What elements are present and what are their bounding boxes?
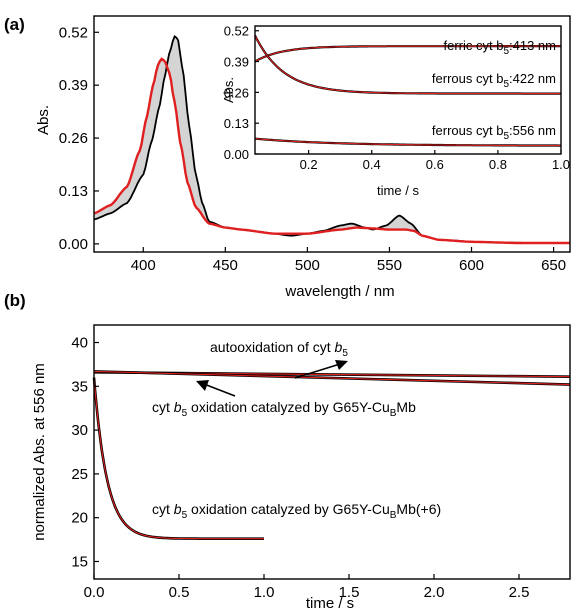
inset-xtick-label-0: 0.2	[300, 157, 318, 172]
arrow-catalyzed-line	[203, 383, 236, 397]
panel-a-ytick-label-1: 0.13	[59, 183, 88, 200]
panel-a-ytick-label-4: 0.52	[59, 24, 88, 41]
annotation-catalyzed-cubmb: cyt b5 oxidation catalyzed by G65Y-CuBMb	[152, 399, 416, 419]
inset-ytick-label-0: 0.00	[224, 147, 249, 162]
panel-b-xtick-label-1: 0.5	[169, 584, 190, 601]
arrow-catalyzed-head	[196, 380, 209, 391]
panel-b-ticks: 0.0 0.5 1.0 1.5 2.0 2.5 15 20 25 30 35 40	[71, 335, 529, 601]
inset-frame	[254, 25, 562, 155]
panel-a-ticks: 400 450 500 550 600 650 0.00 0.13 0.26 0.39 0.52	[59, 24, 566, 274]
panel-b-ylabel: normalized Abs. at 556 nm	[31, 363, 48, 541]
inset-label-ferrous-422: ferrous cyt b5:422 nm	[432, 71, 556, 90]
panel-a-frame	[93, 15, 571, 253]
panel-b-frame	[93, 324, 571, 580]
panel-a-ytick-label-2: 0.26	[59, 130, 88, 147]
inset-ylabel: Abs.	[221, 77, 236, 103]
annotation-catalyzed-cubmb-plus6: cyt b5 oxidation catalyzed by G65Y-CuBMb…	[152, 501, 441, 521]
panel-a-xtick-label-4: 600	[459, 257, 484, 274]
panel-b-series-fit-2	[93, 377, 264, 540]
panel-a-xlabel: wavelength / nm	[284, 283, 394, 300]
panel-a-ytick-label-0: 0.00	[59, 236, 88, 253]
panel-b-series	[92, 370, 571, 540]
panel-a-plot: 400 450 500 550 600 650 0.00 0.13 0.26 0.39 0.52	[59, 15, 571, 274]
panel-b-plot: 0.0 0.5 1.0 1.5 2.0 2.5 15 20 25 30 35 40	[71, 324, 571, 601]
inset-series-fit-1	[254, 35, 561, 95]
panel-b-xtick-label-3: 1.5	[339, 584, 360, 601]
panel-a-ytick-label-3: 0.39	[59, 77, 88, 94]
panel-b-xlabel: time / s	[306, 595, 354, 612]
panel-b-xtick-label-5: 2.5	[509, 584, 530, 601]
inset-xtick-label-1: 0.4	[363, 157, 381, 172]
panel-b-ytick-label-0: 15	[71, 553, 88, 570]
panel-b-xtick-label-4: 2.0	[424, 584, 445, 601]
panel-a-xtick-label-0: 400	[131, 257, 156, 274]
panel-b-ytick-label-2: 25	[71, 466, 88, 483]
inset-plot: 0.2 0.4 0.6 0.8 1.0 0.00 0.13 0.26 0.39 0.52	[224, 24, 570, 172]
inset-xtick-label-3: 0.8	[489, 157, 507, 172]
inset-label-ferrous-556: ferrous cyt b5:556 nm	[432, 123, 556, 142]
panel-a-xtick-label-5: 650	[541, 257, 566, 274]
panel-b-ytick-label-3: 30	[71, 422, 88, 439]
inset-ticks: 0.2 0.4 0.6 0.8 1.0 0.00 0.13 0.26 0.39 0.52	[224, 24, 570, 172]
panel-b-xtick-label-0: 0.0	[84, 584, 105, 601]
panel-a-label: (a)	[4, 15, 25, 34]
panel-b-series-fit-1	[93, 370, 571, 386]
panel-a-ylabel: Abs.	[35, 105, 52, 135]
inset-ytick-label-1: 0.13	[224, 116, 249, 131]
inset-series-fit-0	[254, 45, 561, 63]
inset-series-fit-2	[254, 138, 561, 147]
panel-a-xtick-label-3: 550	[377, 257, 402, 274]
inset-ytick-label-4: 0.52	[224, 24, 249, 39]
inset-label-ferric-413: ferric cyt b5:413 nm	[443, 38, 556, 57]
inset-xtick-label-4: 1.0	[552, 157, 570, 172]
arrow-autooxidation-line	[294, 363, 341, 379]
panel-b-ytick-label-5: 40	[71, 335, 88, 352]
panel-a-difference-fill	[94, 36, 570, 244]
panel-b-label: (b)	[4, 291, 26, 310]
panel-a-xtick-label-2: 500	[295, 257, 320, 274]
panel-b-ytick-label-1: 20	[71, 510, 88, 527]
panel-a-xtick-label-1: 450	[213, 257, 238, 274]
annotation-autooxidation: autooxidation of cyt b5	[210, 339, 348, 359]
inset-ytick-label-3: 0.39	[224, 55, 249, 70]
inset-series	[254, 35, 561, 147]
arrow-autooxidation-head	[335, 360, 348, 370]
inset-xlabel: time / s	[377, 183, 419, 198]
inset-ytick-label-2: 0.26	[224, 85, 249, 100]
inset-xtick-label-2: 0.6	[426, 157, 444, 172]
panel-b-xtick-label-2: 1.0	[254, 584, 275, 601]
panel-a-series-red	[93, 57, 570, 245]
panel-b-ytick-label-4: 35	[71, 378, 88, 395]
